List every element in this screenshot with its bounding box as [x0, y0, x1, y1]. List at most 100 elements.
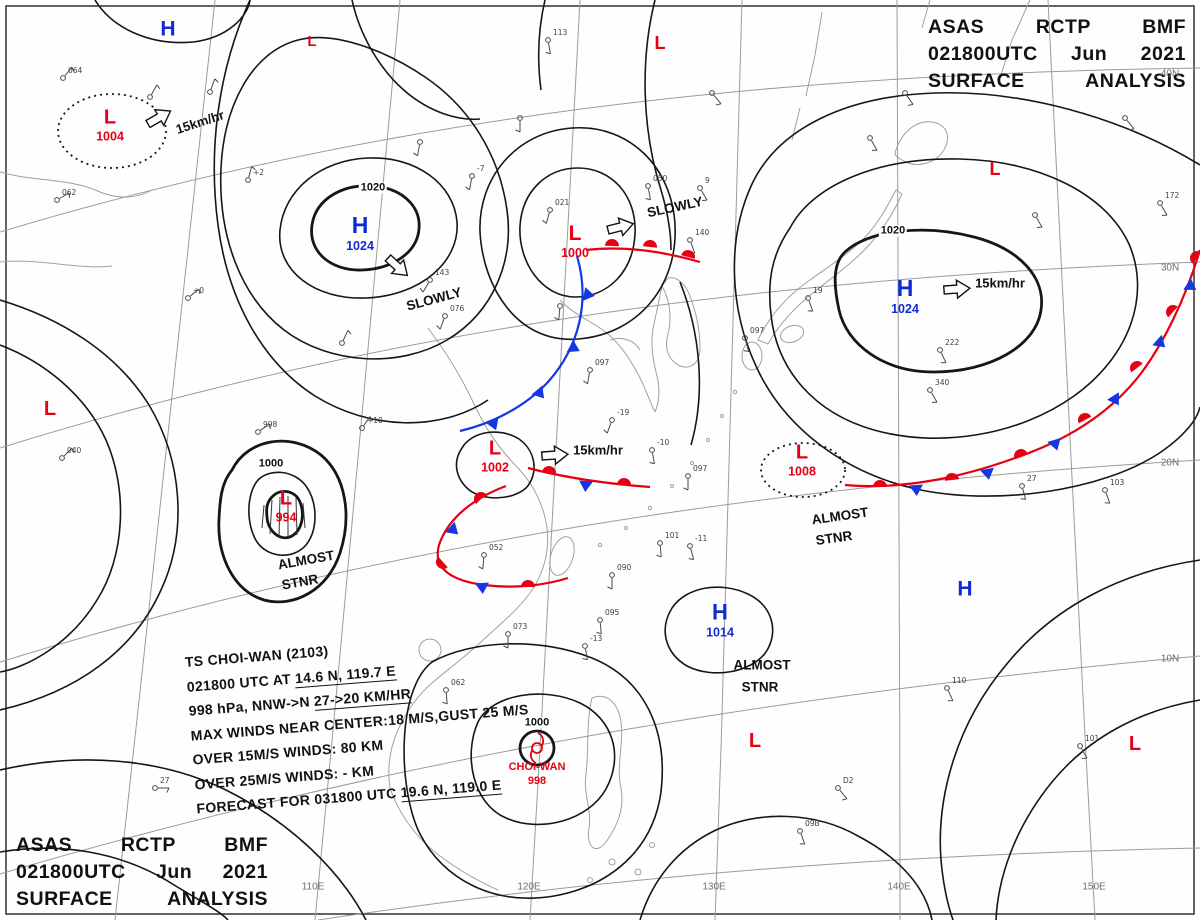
station-circle-icon: [587, 367, 593, 373]
isobar-value-label: 1020: [878, 224, 908, 237]
cold-front-triangle-icon: [1107, 392, 1119, 406]
movement-annotation: STNR: [741, 679, 779, 695]
station-circle-icon: [442, 313, 448, 319]
station-value: 103: [1110, 478, 1125, 487]
station-circle-icon: [255, 429, 261, 435]
warm-front-semicircle-icon: [521, 580, 535, 587]
wind-barb-icon: [558, 308, 561, 320]
station-plot: 076: [436, 304, 465, 330]
longitude-label: 150E: [1082, 881, 1106, 893]
wind-barb-tick-icon: [442, 701, 448, 705]
warm-front-semicircle-icon: [681, 250, 695, 259]
station-plot: 110: [944, 676, 967, 702]
wind-barb-icon: [545, 212, 550, 224]
station-value: 095: [605, 608, 620, 617]
wind-barb-icon: [587, 372, 590, 384]
pressure-letter: H: [896, 274, 914, 301]
station-value: 09B: [805, 819, 820, 828]
wind-barb-tick-icon: [347, 329, 352, 335]
pressure-center-l: L 1008: [788, 442, 816, 478]
warm-front-semicircle-icon: [617, 478, 631, 486]
wind-barb-icon: [1022, 488, 1027, 500]
movement-annotation: ALMOST: [276, 547, 336, 573]
station-value: 19: [813, 286, 823, 295]
latitude-label: 40N: [1160, 68, 1180, 80]
longitude-label: 120E: [517, 881, 541, 893]
station-plot: 19: [805, 286, 823, 312]
wind-barb-tick-icon: [842, 798, 848, 801]
station-circle-icon: [517, 115, 523, 121]
chart-id-line: ASAS RCTP BMF: [16, 834, 268, 856]
wind-barb-icon: [585, 648, 588, 660]
pressure-center-l: L 1004: [96, 107, 124, 143]
pressure-letter: L: [654, 33, 666, 54]
cold-front-triangle-icon: [475, 582, 489, 594]
station-plot: 9: [697, 176, 710, 202]
station-circle-icon: [609, 417, 615, 423]
warm-front-semicircle-icon: [945, 473, 959, 481]
station-plot: 998: [255, 420, 278, 435]
station-circle-icon: [582, 643, 588, 649]
station-circle-icon: [902, 90, 908, 96]
wind-barb-icon: [690, 548, 695, 560]
station-circle-icon: [1102, 487, 1108, 493]
cold-front-triangle-icon: [1183, 278, 1197, 290]
wind-barb-icon: [931, 392, 938, 403]
pressure-value: 1000: [561, 245, 589, 260]
pressure-letter: L: [795, 441, 809, 464]
pressure-value: 1014: [706, 625, 734, 640]
wind-barb-icon: [63, 447, 73, 457]
warm-front-semicircle-icon: [542, 466, 556, 474]
station-plot: 021: [542, 198, 570, 224]
warm-front-semicircle-icon: [605, 239, 619, 247]
station-circle-icon: [359, 425, 365, 431]
cold-front-triangle-icon: [445, 521, 459, 535]
station-plot: [709, 90, 722, 106]
station-value: 064: [68, 66, 83, 75]
wind-barb-tick-icon: [649, 462, 655, 465]
wind-barb-icon: [1081, 748, 1088, 759]
cold-front-triangle-icon: [909, 484, 923, 496]
wind-barb-icon: [1036, 217, 1043, 228]
coastline-layer: [0, 0, 1031, 891]
storm-info-segment: 19.6 N, 119.0 E: [400, 776, 503, 803]
station-circle-icon: [545, 37, 551, 43]
pressure-center-l: L 1002: [481, 438, 509, 474]
station-circle-icon: [60, 75, 66, 81]
front-line-warm: [585, 247, 701, 264]
pressure-value: 1024: [891, 301, 919, 316]
wind-barb-tick-icon: [268, 423, 271, 429]
wind-barb-icon: [808, 300, 814, 312]
latitude-label: 10N: [1160, 653, 1180, 665]
station-value: -13: [590, 634, 602, 643]
station-value: +0: [193, 286, 204, 295]
station-circle-icon: [742, 335, 748, 341]
station-plot: 062: [442, 678, 466, 705]
station-plots-layer: 064 062 040 +2 +0 +10 998 143 076 -7 113 021 097 -19 0…: [54, 28, 1180, 845]
chart-id-line: ASAS RCTP BMF: [928, 16, 1186, 38]
pressure-letter: L: [43, 398, 57, 420]
station-plot: 090: [607, 563, 632, 590]
station-circle-icon: [944, 685, 950, 691]
station-circle-icon: [481, 552, 487, 558]
pressure-center-l: L: [307, 34, 316, 49]
station-plot: 27: [1019, 474, 1037, 501]
station-plot: 073: [503, 622, 528, 649]
station-plot: -10: [649, 438, 669, 465]
station-plot: 097: [583, 358, 610, 385]
station-value: 097: [693, 464, 708, 473]
station-value: 050: [653, 174, 668, 183]
pressure-letter: L: [488, 437, 502, 460]
wind-barb-tick-icon: [596, 631, 602, 635]
motion-arrow-icon: [540, 444, 570, 466]
front-line-stationary: [844, 249, 1200, 488]
station-circle-icon: [505, 631, 511, 637]
pressure-value: 1002: [481, 460, 509, 475]
cold-front-triangle-icon: [566, 339, 580, 353]
wind-barb-tick-icon: [607, 586, 613, 590]
pressure-center-l: L: [44, 399, 56, 419]
pressure-center-h: H 1014: [706, 601, 734, 639]
station-value: 062: [451, 678, 466, 687]
station-plot: [902, 90, 914, 106]
wind-barb-icon: [606, 422, 612, 434]
